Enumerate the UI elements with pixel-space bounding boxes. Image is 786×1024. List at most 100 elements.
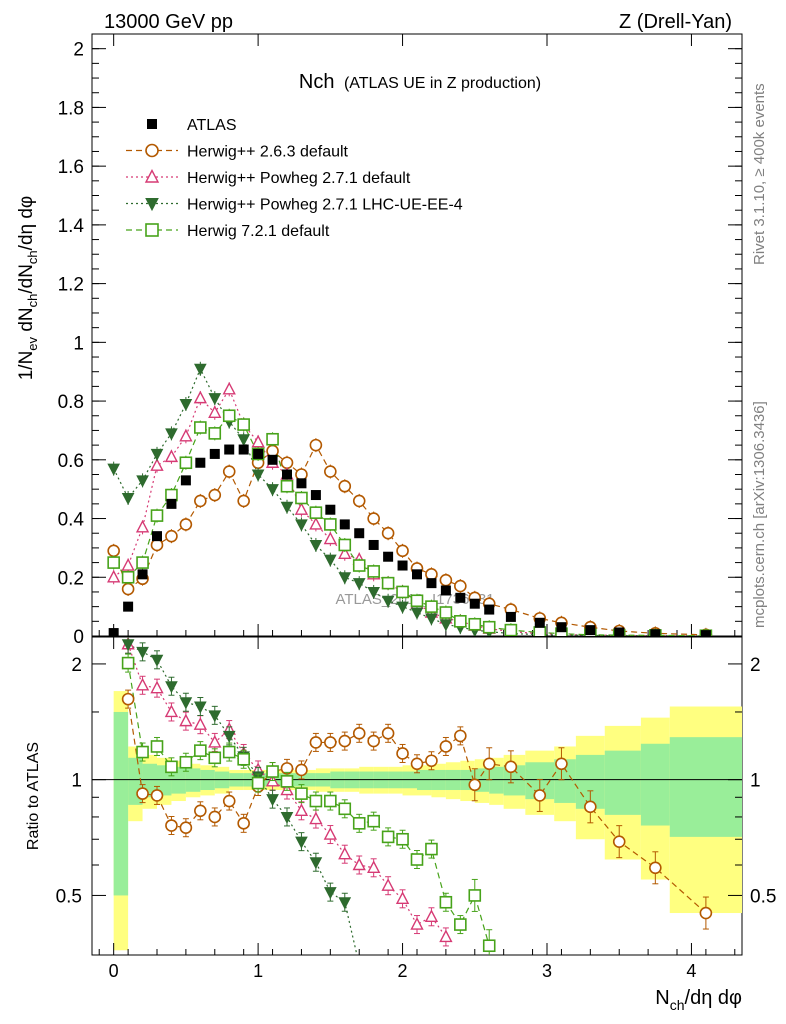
uncertainty-bands [113, 691, 742, 951]
ratio-point [439, 895, 453, 909]
data-point [454, 579, 467, 593]
ratio-point [179, 821, 193, 835]
chart-title-sub: (ATLAS UE in Z production) [344, 75, 541, 92]
ratio-point [367, 860, 381, 873]
data-point [222, 465, 236, 478]
ratio-point [121, 656, 135, 670]
data-point [323, 531, 337, 545]
data-point [150, 509, 164, 522]
y-tick-label: 0.8 [58, 392, 84, 413]
data-point [309, 539, 323, 553]
ratio-point [194, 744, 207, 757]
ratio-point [237, 817, 250, 830]
data-point [194, 363, 207, 376]
ratio-point [367, 814, 380, 828]
data-point [208, 405, 222, 419]
ratio-point [381, 830, 395, 844]
data-point [179, 456, 193, 470]
ratio-point [454, 729, 467, 743]
ratio-point [338, 734, 352, 748]
ratio-point [208, 734, 222, 748]
atlas-point [354, 528, 365, 539]
data-point [367, 512, 380, 525]
ratio-axis-label: Ratio to ATLAS [25, 742, 42, 850]
data-point [121, 558, 135, 571]
data-point [194, 421, 207, 434]
ratio-point [222, 794, 236, 808]
data-point [410, 594, 424, 608]
atlas-point [368, 539, 379, 550]
data-point [208, 488, 222, 502]
ratio-point [136, 745, 149, 759]
data-point [439, 573, 453, 587]
data-point [324, 518, 337, 531]
band-inner-bin [171, 766, 186, 794]
data-point [266, 432, 279, 446]
data-point [136, 475, 149, 488]
ratio-point [555, 757, 568, 771]
ratio-point [295, 836, 308, 849]
data-point [121, 570, 135, 584]
y-tick-label: 1.8 [58, 98, 84, 119]
y-tick-label: 0.6 [58, 451, 84, 472]
x-tick-label: 2 [398, 961, 408, 981]
ratio-point [396, 832, 409, 846]
data-point [396, 544, 409, 558]
atlas-point [397, 560, 408, 571]
data-point [107, 556, 120, 569]
y-tick-label: 0.2 [58, 568, 84, 589]
ratio-tick-label: 2 [71, 655, 82, 676]
atlas-point [383, 551, 394, 562]
data-point [222, 381, 236, 395]
atlas-point [180, 475, 191, 486]
ratio-point [179, 697, 193, 710]
band-inner-bin [489, 766, 504, 794]
atlas-point [534, 617, 545, 628]
data-point [425, 613, 438, 626]
atlas-point [650, 629, 661, 636]
ratio-point [121, 639, 135, 652]
data-point [107, 544, 120, 558]
ratio-point [165, 681, 178, 694]
ratio-point [165, 760, 178, 774]
data-point [367, 565, 380, 578]
band-inner-bin [640, 743, 670, 826]
legend-label: Herwig++ 2.6.3 default [187, 144, 349, 161]
data-point [309, 438, 323, 452]
data-point [468, 617, 482, 631]
ratio-point [324, 887, 337, 900]
ratio-point [324, 794, 337, 808]
atlas-point [440, 585, 451, 596]
ratio-point [338, 897, 352, 910]
ratio-point [208, 710, 222, 723]
series-line [113, 367, 706, 636]
ratio-point [468, 778, 482, 792]
chart-title: Nch (ATLAS UE in Z production) [299, 71, 541, 93]
ratio-point [410, 757, 424, 771]
data-point [193, 390, 207, 404]
atlas-point [469, 598, 480, 609]
atlas-point [310, 490, 321, 501]
series-line [113, 443, 706, 636]
chart-title-main: Nch [299, 71, 335, 93]
ratio-point [395, 891, 410, 905]
rivet-label: Rivet 3.1.10, ≥ 400k events [751, 83, 768, 265]
ratio-point [381, 878, 395, 891]
ratio-point [280, 811, 294, 825]
data-point [164, 449, 179, 463]
ratio-point [309, 794, 323, 808]
atlas-point [195, 457, 206, 468]
ratio-point [194, 804, 207, 818]
x-tick-label: 3 [542, 961, 552, 981]
ratio-point [425, 754, 438, 768]
x-tick-label: 1 [253, 961, 263, 981]
ratio-tick-label-right: 2 [750, 655, 761, 676]
data-point [237, 418, 250, 431]
ratio-point [121, 692, 135, 706]
ratio-tick-label-right: 1 [750, 771, 761, 792]
ratio-point [136, 787, 149, 800]
ratio-point [612, 835, 626, 848]
data-point [309, 506, 323, 519]
data-point [396, 585, 409, 599]
